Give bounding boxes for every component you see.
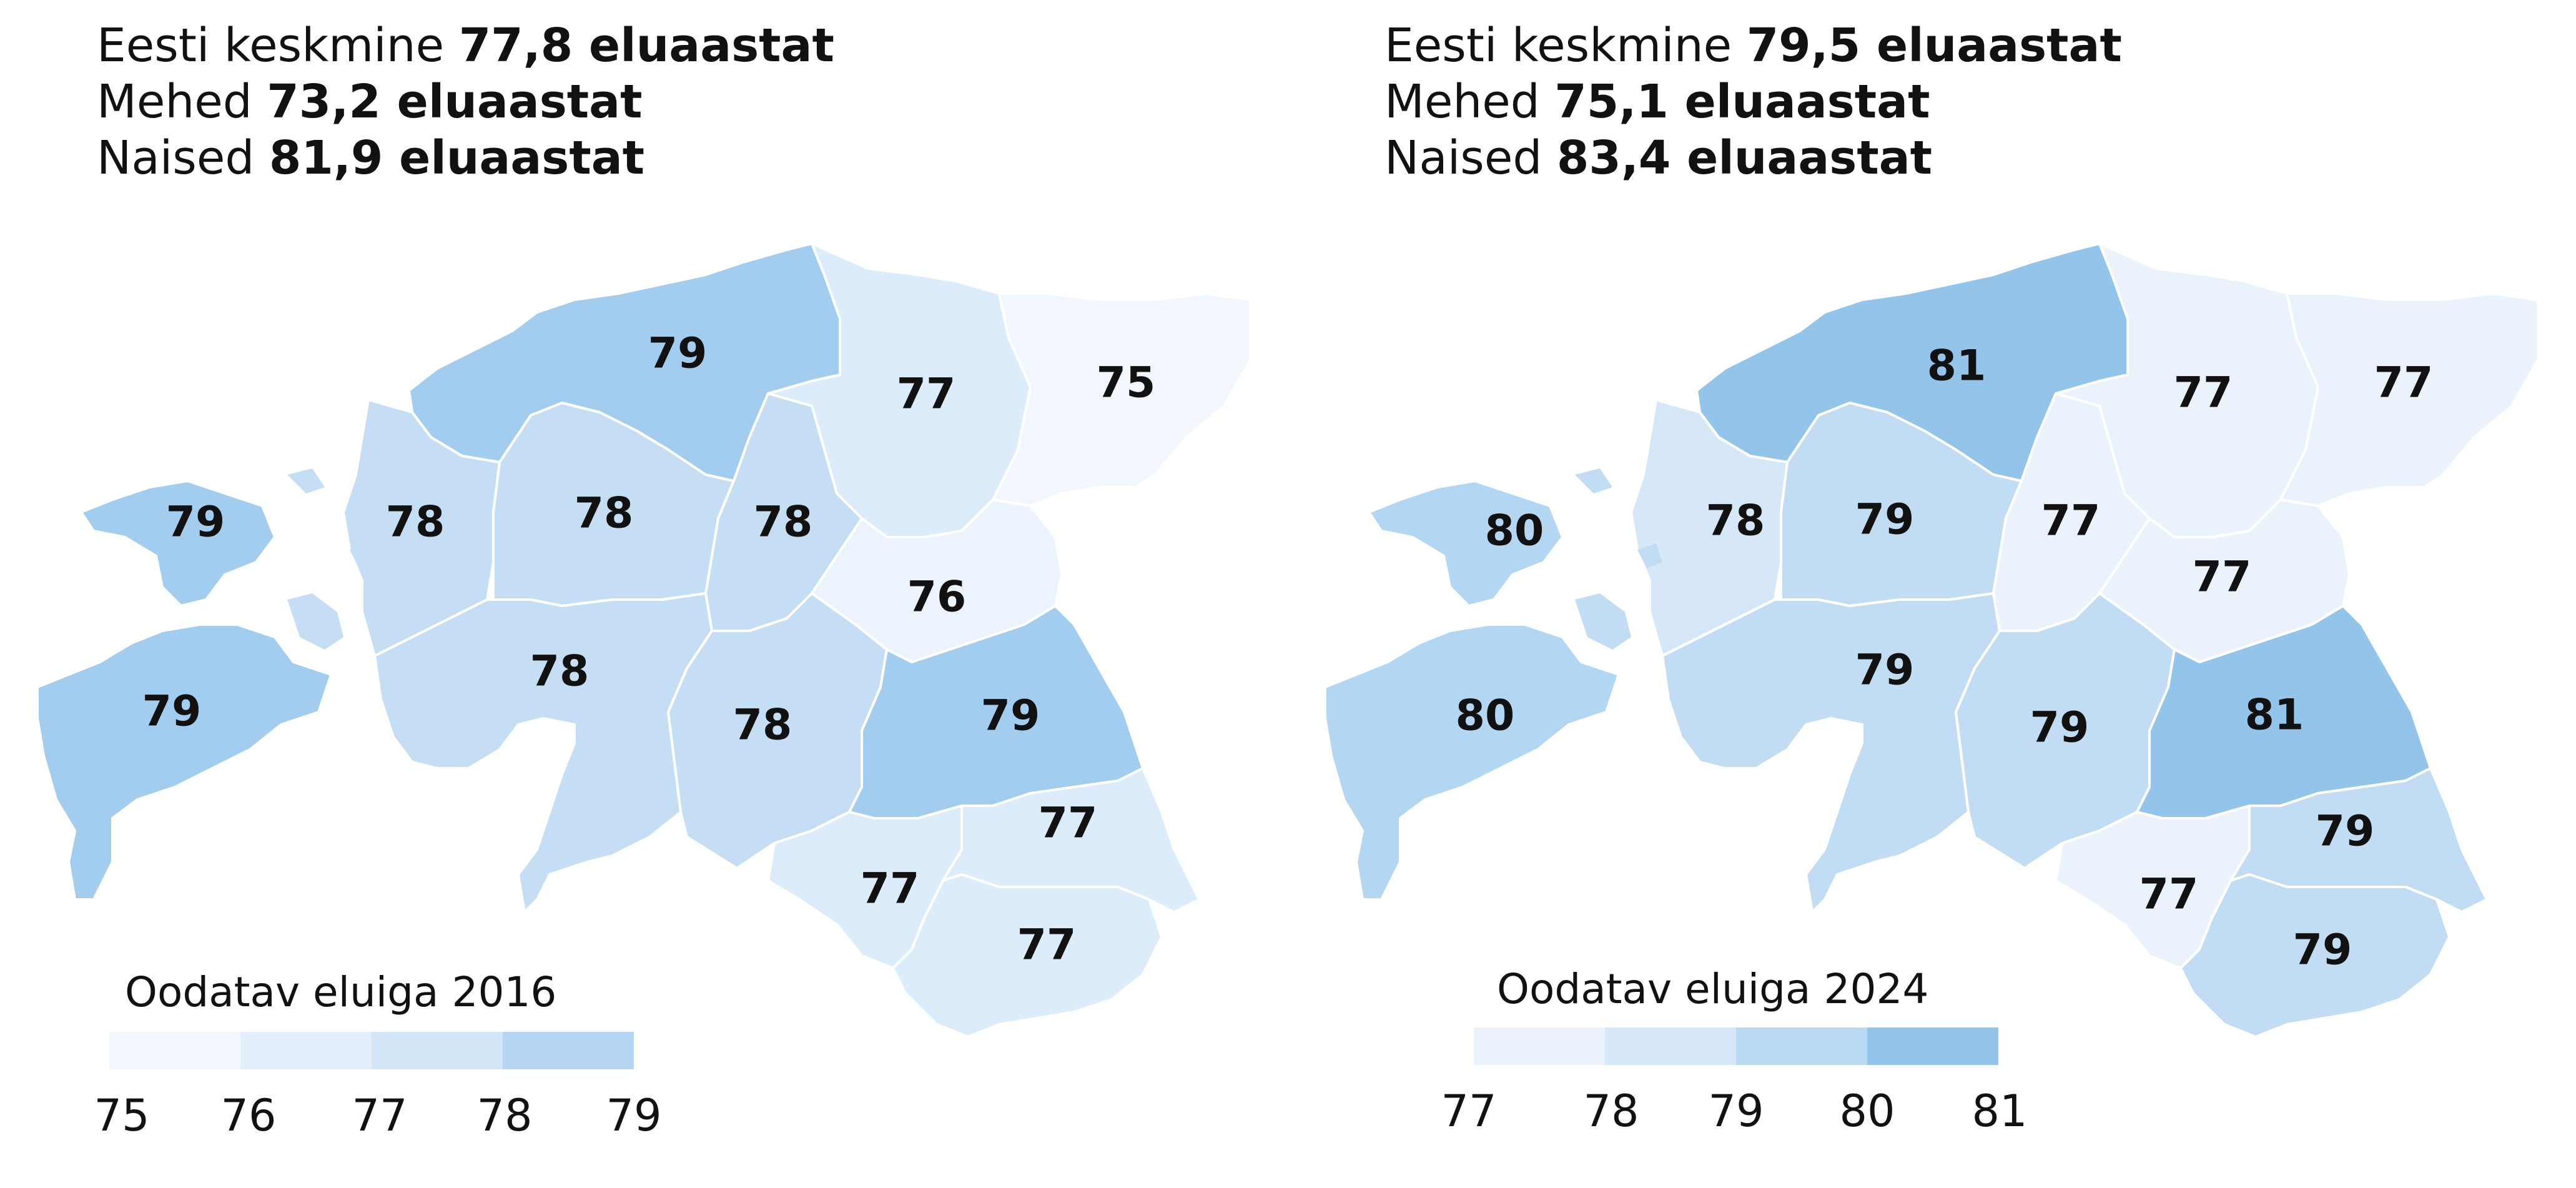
label-hiiu: 79 xyxy=(166,498,225,547)
average-line: Eesti keskmine 79,5 eluaastat xyxy=(1384,19,2122,72)
women-line: Naised 81,9 eluaastat xyxy=(97,131,645,185)
legend-swatch xyxy=(109,1032,240,1069)
women-line: Naised 83,4 eluaastat xyxy=(1384,131,1933,185)
label-ida-viru: 75 xyxy=(1097,359,1156,408)
region-hiiu xyxy=(1368,480,1564,607)
legend-swatch xyxy=(240,1032,372,1069)
map-panel-2016: Eesti keskmine 77,8 eluaastat Mehed 73,2… xyxy=(0,0,1249,1188)
region-saare xyxy=(36,623,332,901)
legend-tick: 80 xyxy=(1839,1086,1895,1137)
label-laane-viru: 77 xyxy=(2174,369,2233,418)
estonia-map-2016: 79 77 75 79 79 78 78 78 76 78 78 79 77 7… xyxy=(36,242,1249,1038)
islands xyxy=(1575,468,1662,650)
label-tartu: 79 xyxy=(981,691,1040,741)
region-ida-viru xyxy=(2279,292,2537,507)
legend-swatch xyxy=(503,1032,634,1069)
label-saare: 79 xyxy=(142,687,202,736)
label-jogeva: 77 xyxy=(2193,553,2252,602)
label-valga: 77 xyxy=(2139,870,2199,919)
label-harju: 79 xyxy=(648,329,708,379)
label-hiiu: 80 xyxy=(1485,507,1544,556)
label-parnu: 79 xyxy=(1855,646,1915,695)
region-ida-viru xyxy=(992,292,1249,507)
label-laane-viru: 77 xyxy=(897,370,956,419)
men-line: Mehed 75,1 eluaastat xyxy=(1384,75,1930,129)
label-ida-viru: 77 xyxy=(2374,359,2434,408)
label-laane: 78 xyxy=(386,498,445,547)
label-polva: 79 xyxy=(2316,807,2375,856)
legend-swatch xyxy=(1736,1027,1867,1065)
label-laane: 78 xyxy=(1706,497,1765,546)
legend-tick: 77 xyxy=(1441,1086,1497,1137)
legend-tick: 79 xyxy=(1708,1086,1764,1137)
legend-color-bar xyxy=(1474,1027,1998,1065)
label-jarva: 77 xyxy=(2041,497,2101,546)
legend-swatch xyxy=(1605,1027,1736,1065)
region-voru xyxy=(892,873,1163,1038)
label-polva: 77 xyxy=(1039,799,1098,848)
stats-header: Eesti keskmine 77,8 eluaastat Mehed 73,2… xyxy=(97,17,834,186)
label-harju: 81 xyxy=(1927,342,1986,391)
islands xyxy=(287,468,375,650)
legend-tick: 77 xyxy=(352,1090,408,1141)
men-value: 73,2 eluaastat xyxy=(267,75,643,129)
legend-swatch xyxy=(1474,1027,1605,1065)
men-line: Mehed 73,2 eluaastat xyxy=(97,75,643,129)
label-parnu: 78 xyxy=(530,647,590,696)
legend-title: Oodatav eluiga 2024 xyxy=(1497,965,1929,1013)
average-line: Eesti keskmine 77,8 eluaastat xyxy=(97,19,834,72)
legend-tick: 78 xyxy=(1583,1086,1639,1137)
label-jogeva: 76 xyxy=(907,573,967,622)
legend-tick: 79 xyxy=(606,1090,662,1141)
average-value: 79,5 eluaastat xyxy=(1746,19,2122,72)
region-parnu xyxy=(1661,592,2001,913)
label-viljandi: 78 xyxy=(733,701,792,750)
men-value: 75,1 eluaastat xyxy=(1554,75,1930,129)
legend-tick: 81 xyxy=(1971,1086,2028,1137)
label-valga: 77 xyxy=(861,864,920,914)
women-value: 81,9 eluaastat xyxy=(269,131,645,185)
label-saare: 80 xyxy=(1456,691,1515,741)
label-rapla: 78 xyxy=(575,489,634,538)
women-value: 83,4 eluaastat xyxy=(1556,131,1933,185)
label-viljandi: 79 xyxy=(2030,703,2090,753)
legend-tick: 78 xyxy=(476,1090,533,1141)
average-value: 77,8 eluaastat xyxy=(458,19,834,72)
region-hiiu xyxy=(80,480,276,607)
label-jarva: 78 xyxy=(754,498,813,547)
legend-color-bar xyxy=(109,1032,634,1069)
legend-swatch xyxy=(1867,1027,1998,1065)
legend-tick: 75 xyxy=(94,1090,150,1141)
estonia-map-2024: 81 77 77 80 80 78 79 77 77 79 79 81 77 7… xyxy=(1324,242,2537,1038)
stats-header: Eesti keskmine 79,5 eluaastat Mehed 75,1… xyxy=(1384,17,2122,186)
region-saare xyxy=(1324,623,1620,901)
region-voru xyxy=(2179,873,2450,1038)
region-labels: 81 77 77 80 80 78 79 77 77 79 79 81 77 7… xyxy=(1456,342,2434,975)
label-voru: 77 xyxy=(1017,921,1077,970)
region-parnu xyxy=(373,592,713,913)
legend-tick: 76 xyxy=(220,1090,277,1141)
map-panel-2024: Eesti keskmine 79,5 eluaastat Mehed 75,1… xyxy=(1288,0,2537,1188)
region-labels: 79 77 75 79 79 78 78 78 76 78 78 79 77 7… xyxy=(142,329,1156,970)
label-voru: 79 xyxy=(2293,926,2352,975)
label-rapla: 79 xyxy=(1855,495,1915,545)
legend-swatch xyxy=(372,1032,503,1069)
legend-title: Oodatav eluiga 2016 xyxy=(125,968,557,1016)
label-tartu: 81 xyxy=(2245,691,2304,740)
